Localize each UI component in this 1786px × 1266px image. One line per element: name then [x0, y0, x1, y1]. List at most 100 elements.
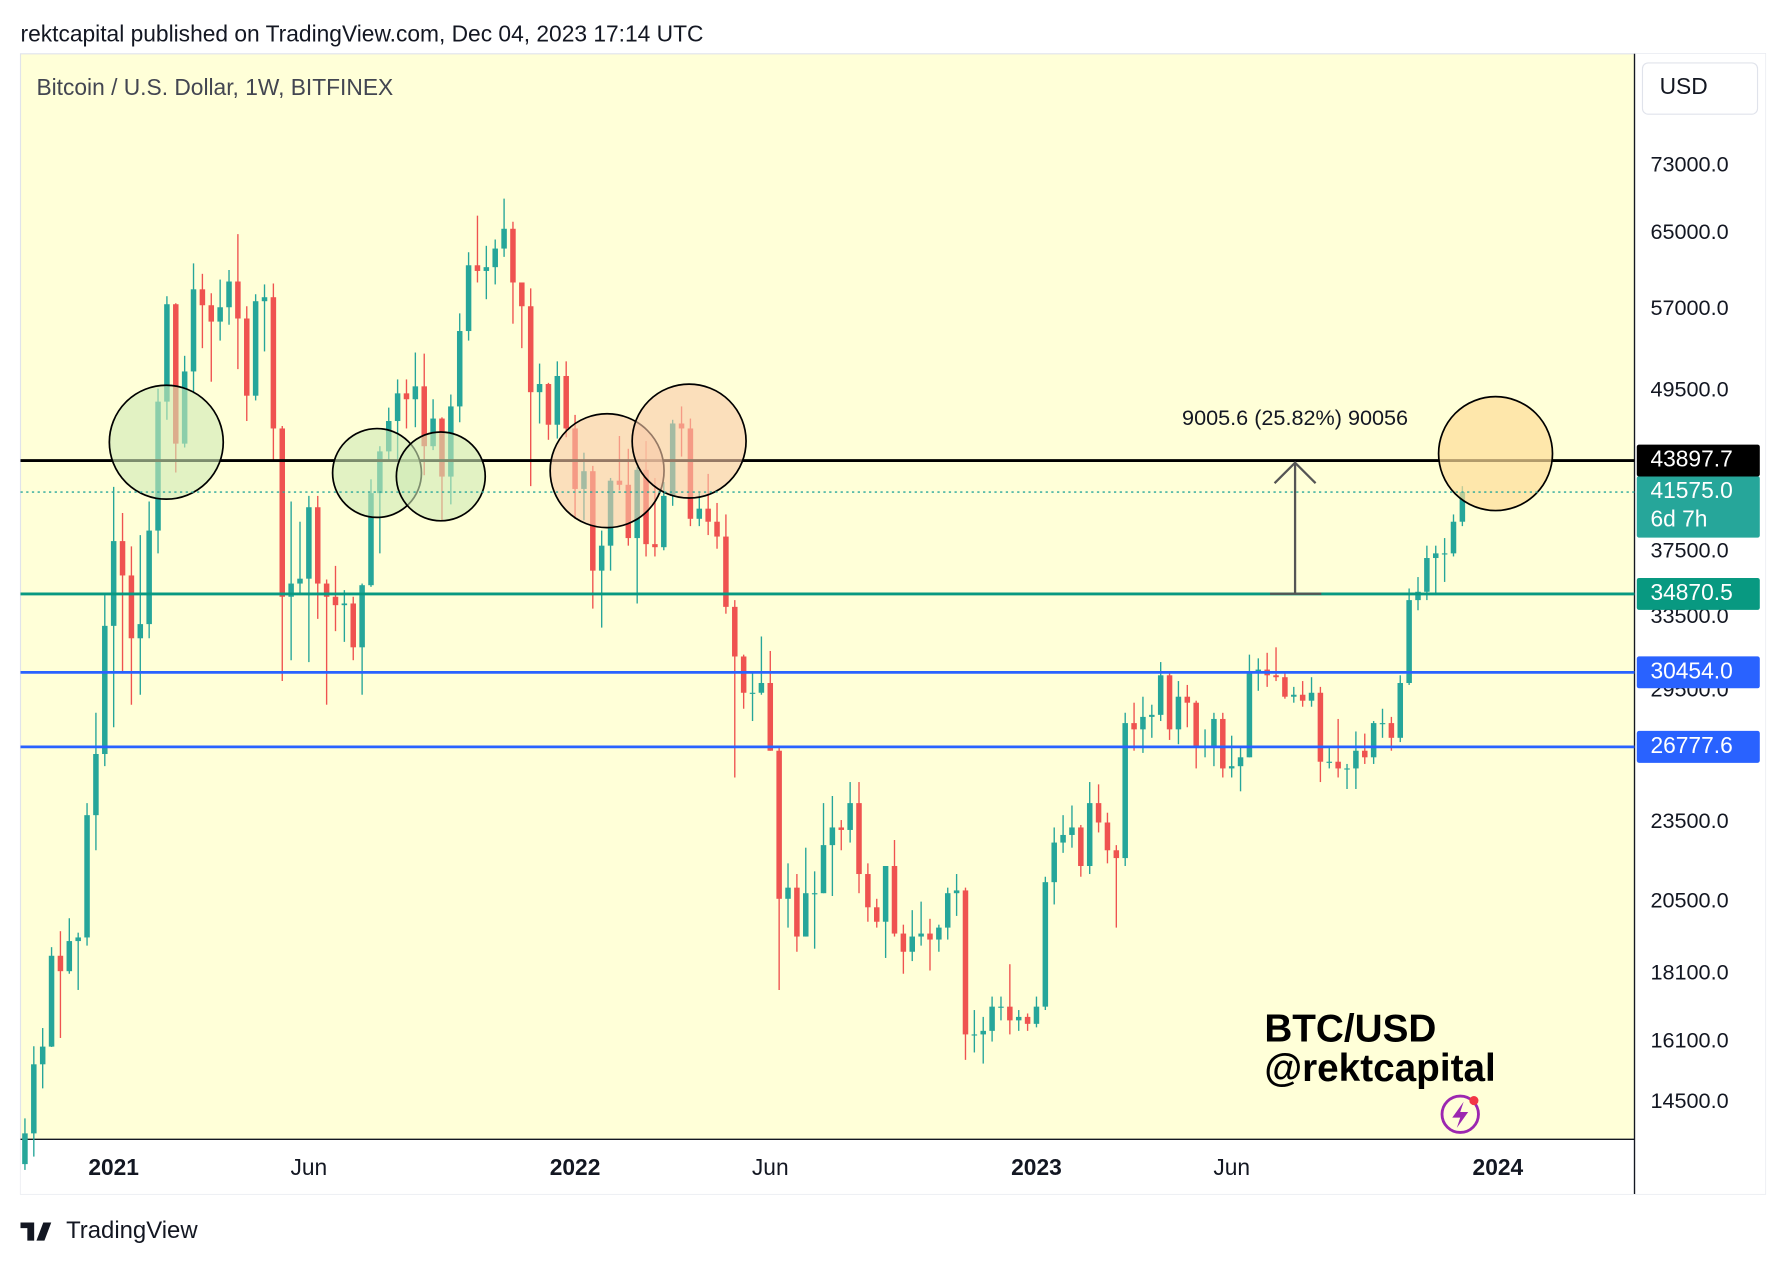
currency-label[interactable]: USD	[1660, 73, 1708, 99]
candle-body	[598, 545, 605, 571]
candle-body	[1353, 750, 1359, 769]
level-price-label: 30454.0	[1650, 657, 1732, 683]
candle-body	[66, 941, 73, 972]
candle-body	[971, 1034, 978, 1036]
candle-body	[84, 815, 90, 938]
candle-body	[1450, 521, 1457, 554]
candle-body	[1193, 702, 1199, 747]
candle-body	[1308, 692, 1315, 701]
candle-body	[1007, 1006, 1013, 1021]
candle-body	[980, 1030, 986, 1035]
x-tick-label: 2022	[550, 1154, 601, 1180]
candle-body	[403, 393, 410, 400]
candle-body	[1255, 669, 1262, 672]
candle-body	[1166, 675, 1173, 730]
candle-body	[1122, 723, 1128, 859]
candle-body	[1335, 761, 1341, 769]
time-axis-background	[20, 1139, 1635, 1194]
candle-body	[1104, 822, 1111, 851]
candle-body	[128, 575, 135, 639]
candle-body	[1078, 827, 1084, 866]
candle-body	[1397, 682, 1404, 738]
candle-body	[891, 865, 898, 934]
x-tick-label: 2021	[88, 1154, 139, 1180]
candle-body	[199, 289, 206, 306]
candle-body	[882, 865, 889, 922]
y-tick-label: 18100.0	[1650, 959, 1728, 984]
countdown-label: 6d 7h	[1650, 506, 1707, 532]
candle-body	[1042, 882, 1049, 1007]
footer-brand: TradingView	[66, 1217, 198, 1244]
last-price-box	[1636, 476, 1760, 538]
highlight-circle	[1437, 395, 1554, 512]
drawings: 9005.6 (25.82%) 90056 BTC/USD @rektcapit…	[108, 383, 1554, 1134]
y-tick-label: 16100.0	[1650, 1027, 1728, 1052]
candle-body	[1184, 696, 1191, 703]
candle-body	[527, 306, 534, 393]
candle-body	[1424, 558, 1430, 592]
y-tick-label: 49500.0	[1650, 377, 1728, 402]
chart-frame	[19, 53, 1767, 1195]
candle-body	[288, 583, 294, 597]
candle-body	[456, 331, 463, 407]
candle-body	[314, 507, 321, 584]
candle-body	[368, 493, 374, 586]
candle-body	[1069, 827, 1075, 835]
candle-body	[1228, 766, 1235, 769]
highlight-circle	[631, 383, 747, 499]
candle-body	[1415, 591, 1421, 601]
bolt-icon-glyph	[1452, 1101, 1469, 1128]
publish-header: rektcapital published on TradingView.com…	[21, 21, 704, 47]
candle-body	[332, 596, 339, 606]
candle-body	[820, 845, 827, 894]
bolt-icon-dot	[1469, 1096, 1479, 1106]
candle-body	[1024, 1016, 1031, 1024]
level-price-label: 43897.7	[1650, 446, 1732, 472]
highlight-circle	[395, 431, 487, 522]
footer-logo: TradingView	[20, 1217, 198, 1244]
candle-body	[998, 1006, 1004, 1008]
candle-body	[1246, 671, 1253, 758]
candle-body	[465, 265, 472, 332]
y-tick-label: 65000.0	[1650, 219, 1728, 244]
candle-body	[545, 384, 552, 425]
x-tick-label: Jun	[752, 1154, 789, 1180]
candle-body	[1051, 842, 1057, 883]
candle-body	[252, 301, 259, 396]
candle-body	[1095, 803, 1102, 823]
candle-body	[723, 536, 729, 607]
candle-body	[1131, 723, 1137, 730]
candle-body	[164, 304, 170, 402]
candle-body	[323, 583, 330, 597]
candle-body	[190, 289, 197, 372]
candle-body	[119, 541, 126, 576]
candle-body	[208, 305, 215, 322]
candle-body	[1459, 492, 1466, 522]
candle-body	[962, 890, 969, 1035]
y-tick-label: 14500.0	[1650, 1088, 1728, 1113]
candles	[22, 198, 1466, 1170]
candle-body	[563, 375, 569, 429]
candle-body	[1086, 803, 1093, 866]
candle-body	[474, 265, 481, 271]
candle-body	[1388, 723, 1395, 738]
candle-body	[554, 375, 561, 425]
candle-body	[519, 282, 525, 307]
candle-body	[1344, 768, 1350, 770]
candle-body	[510, 228, 516, 283]
level-price-box	[1636, 730, 1760, 763]
y-tick-label: 73000.0	[1650, 152, 1728, 177]
candle-body	[1441, 553, 1448, 555]
currency-button[interactable]	[1641, 62, 1759, 115]
candle-body	[341, 603, 348, 606]
symbol-title: Bitcoin / U.S. Dollar, 1W, BITFINEX	[36, 74, 393, 100]
measure-arrowhead	[1273, 461, 1317, 485]
candle-body	[1362, 750, 1368, 758]
candle-body	[1060, 834, 1066, 843]
candle-body	[394, 393, 401, 422]
candle-body	[829, 827, 836, 846]
last-price-label: 41575.0	[1650, 477, 1732, 503]
candle-body	[31, 1064, 37, 1134]
candle-body	[847, 803, 853, 830]
candle-body	[1370, 723, 1377, 758]
